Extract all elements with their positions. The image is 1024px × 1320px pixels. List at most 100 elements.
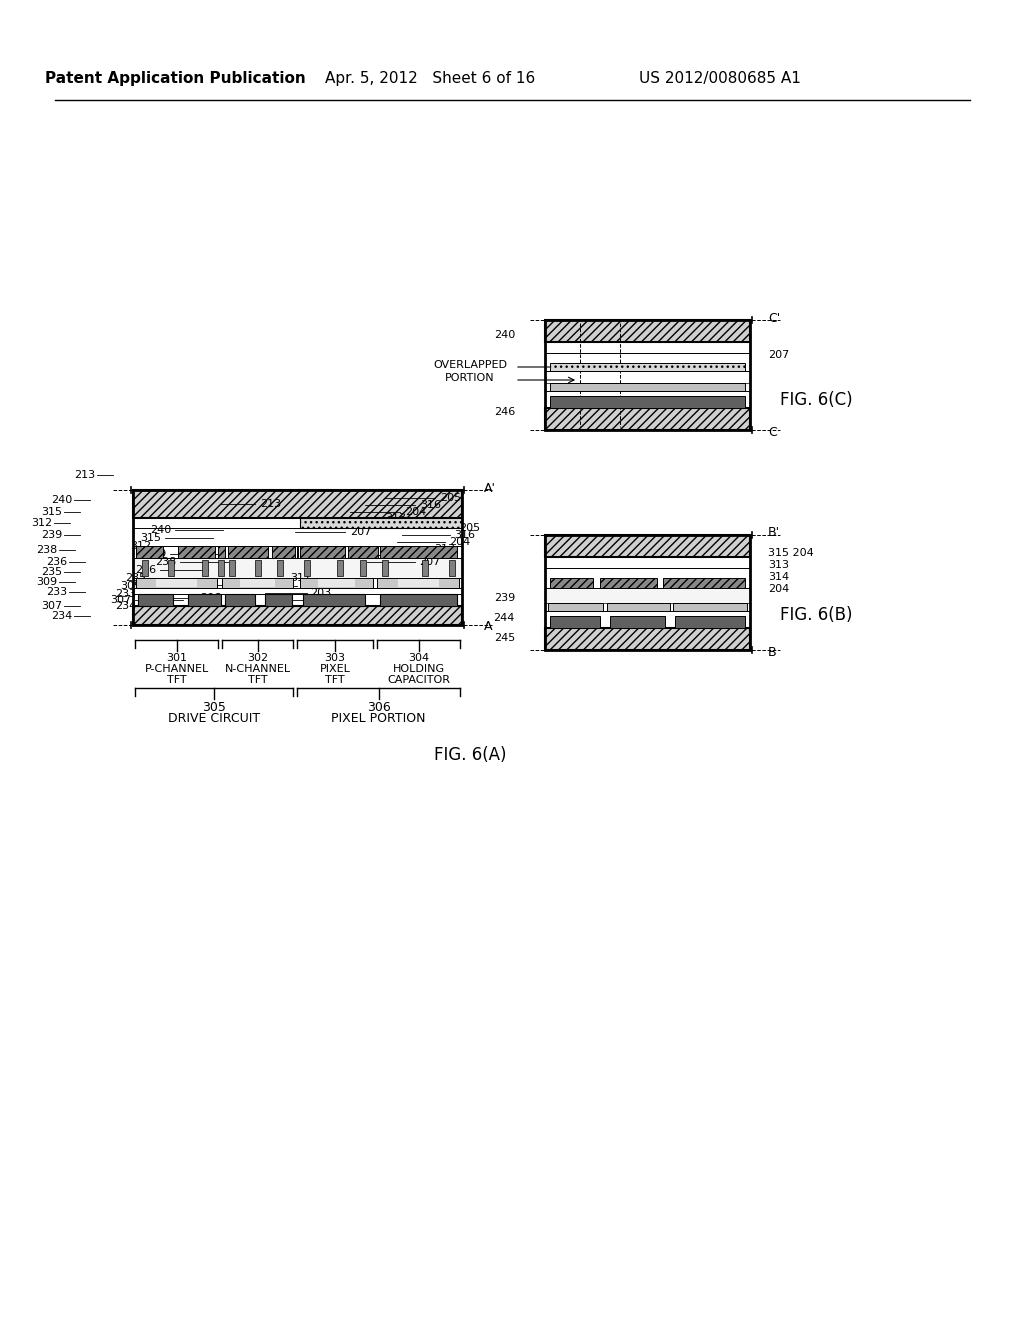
Text: 239: 239 [494,593,515,603]
Text: 233: 233 [46,587,67,597]
Bar [222,578,293,587]
Bar [240,579,275,587]
Text: 236: 236 [135,565,156,576]
Text: 213: 213 [74,470,95,480]
Bar [673,603,746,611]
Text: DRIVE CIRCUIT: DRIVE CIRCUIT [168,711,260,725]
Text: 305: 305 [202,701,226,714]
Bar [178,546,215,558]
Bar [600,578,657,587]
Text: A: A [484,620,493,634]
Text: CAPACITOR: CAPACITOR [387,675,450,685]
Bar [157,579,197,587]
Bar [133,490,462,517]
Bar [142,560,148,576]
Text: 204: 204 [449,537,470,546]
Text: 313: 313 [385,513,406,523]
Text: 234: 234 [51,611,72,620]
Bar [168,560,174,576]
Text: 238: 238 [155,557,176,568]
Bar [422,560,428,576]
Text: 303: 303 [325,653,345,663]
Text: PIXEL PORTION: PIXEL PORTION [331,711,426,725]
Text: 238: 238 [36,545,57,554]
Text: 205: 205 [459,523,480,533]
Text: 306: 306 [367,701,390,714]
Bar [550,383,745,391]
Text: 309: 309 [120,581,141,591]
Text: 312: 312 [130,541,151,550]
Bar [550,363,745,371]
Text: 302: 302 [247,653,268,663]
Text: 239: 239 [41,531,62,540]
Text: 313: 313 [768,560,790,570]
Text: 235: 235 [125,573,146,583]
Text: 315: 315 [41,507,62,517]
Bar [136,578,217,587]
Bar [133,490,462,624]
Text: PORTION: PORTION [445,374,495,383]
Bar [218,560,224,576]
Bar [218,546,225,558]
Text: 309: 309 [36,577,57,587]
Text: FIG. 6(C): FIG. 6(C) [780,391,853,409]
Text: 207: 207 [419,557,440,568]
Bar [380,546,457,558]
Bar [545,535,750,557]
Text: 314: 314 [768,572,790,582]
Text: TFT: TFT [248,675,267,685]
Text: B': B' [768,527,780,540]
Text: TFT: TFT [326,675,345,685]
Text: 234: 234 [115,601,136,611]
Bar [337,560,343,576]
Bar [545,319,750,430]
Bar [300,546,345,558]
Text: 207: 207 [350,527,372,537]
Text: 207: 207 [768,350,790,360]
Bar [610,616,665,628]
Text: 240: 240 [51,495,72,506]
Bar [225,594,255,606]
Text: 304: 304 [408,653,429,663]
Text: Patent Application Publication: Patent Application Publication [45,70,305,86]
Bar [545,319,750,342]
Text: 235: 235 [41,568,62,577]
Bar [607,603,670,611]
Bar [377,578,459,587]
Text: FIG. 6(B): FIG. 6(B) [780,606,853,624]
Bar [133,558,462,578]
Bar [545,408,750,430]
Text: 314: 314 [365,520,386,531]
Bar [545,342,750,352]
Bar [545,535,750,649]
Text: 315: 315 [140,533,161,543]
Text: 301: 301 [166,653,187,663]
Text: 312: 312 [31,517,52,528]
Bar [265,594,292,606]
Text: 246: 246 [494,407,515,417]
Bar [548,603,603,611]
Bar [202,560,208,576]
Bar [229,560,234,576]
Bar [136,546,163,558]
Text: P-CHANNEL: P-CHANNEL [144,664,209,675]
Text: 311: 311 [290,573,311,583]
Bar [360,560,366,576]
Text: 308: 308 [319,595,341,605]
Bar [675,616,745,628]
Text: 245: 245 [494,634,515,643]
Text: FIG. 6(A): FIG. 6(A) [434,746,506,764]
Text: 233: 233 [115,589,136,599]
Bar [188,594,221,606]
Bar [304,560,310,576]
Text: 316: 316 [454,531,475,540]
Bar [133,517,462,606]
Text: PIXEL: PIXEL [319,664,350,675]
Text: 240: 240 [494,330,515,341]
Bar [300,517,462,528]
Text: 314: 314 [426,550,447,560]
Text: N-CHANNEL: N-CHANNEL [224,664,291,675]
Text: 240: 240 [150,525,171,535]
Text: C: C [768,425,777,438]
Text: 239: 239 [144,549,166,558]
